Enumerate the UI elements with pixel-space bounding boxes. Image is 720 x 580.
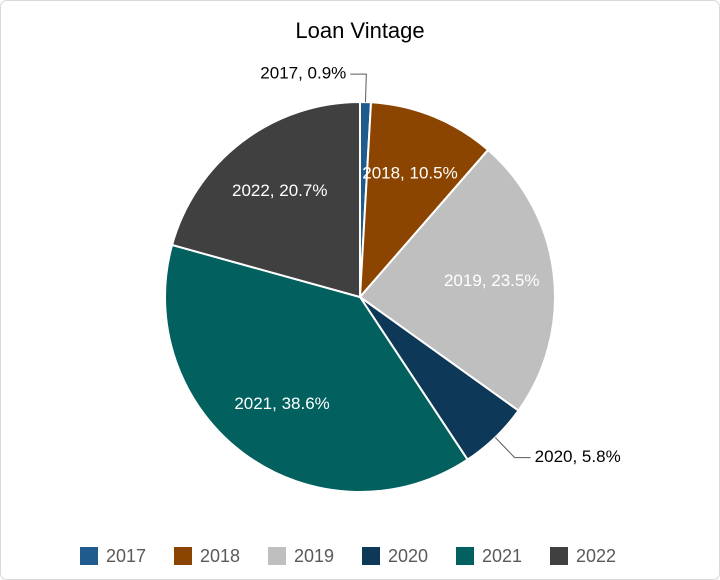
legend-swatch bbox=[80, 547, 98, 565]
pie-slice bbox=[170, 100, 361, 299]
legend-swatch bbox=[456, 547, 474, 565]
legend-label: 2021 bbox=[482, 546, 522, 566]
data-label: 2021, 38.6% bbox=[234, 394, 329, 413]
pie-slice bbox=[358, 101, 490, 300]
leader-line bbox=[494, 437, 531, 459]
legend-swatch bbox=[550, 547, 568, 565]
pie-slice bbox=[358, 148, 556, 413]
chart-title: Loan Vintage bbox=[295, 18, 424, 43]
data-label: 2017, 0.9% bbox=[260, 64, 346, 83]
leader-line bbox=[350, 73, 367, 103]
data-label: 2020, 5.8% bbox=[535, 447, 621, 466]
legend-swatch bbox=[362, 547, 380, 565]
data-label: 2018, 10.5% bbox=[362, 164, 457, 183]
data-label: 2019, 23.5% bbox=[444, 271, 539, 290]
legend-label: 2017 bbox=[106, 546, 146, 566]
legend-label: 2018 bbox=[200, 546, 240, 566]
legend-swatch bbox=[268, 547, 286, 565]
pie-slice bbox=[164, 243, 469, 493]
legend-label: 2020 bbox=[388, 546, 428, 566]
legend-label: 2019 bbox=[294, 546, 334, 566]
legend-swatch bbox=[174, 547, 192, 565]
data-label: 2022, 20.7% bbox=[232, 181, 327, 200]
legend-label: 2022 bbox=[576, 546, 616, 566]
